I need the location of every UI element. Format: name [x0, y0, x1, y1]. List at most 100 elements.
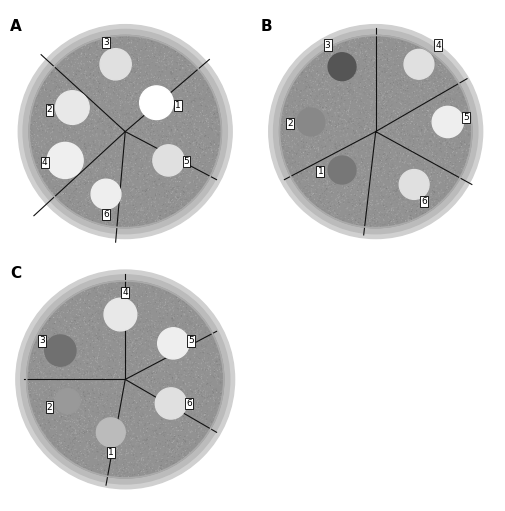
Point	[148, 144, 157, 152]
Point	[427, 54, 435, 62]
Point	[180, 368, 188, 376]
Point	[354, 195, 362, 203]
Point	[118, 359, 126, 367]
Point	[435, 119, 443, 127]
Point	[164, 127, 172, 135]
Point	[194, 363, 202, 371]
Point	[148, 361, 156, 369]
Point	[116, 324, 124, 332]
Point	[424, 195, 432, 203]
Point	[327, 51, 335, 59]
Point	[103, 393, 111, 401]
Point	[83, 193, 91, 201]
Point	[293, 148, 301, 156]
Point	[309, 162, 317, 171]
Point	[345, 161, 353, 170]
Point	[340, 80, 348, 88]
Point	[115, 341, 123, 349]
Point	[399, 91, 408, 99]
Point	[119, 36, 127, 44]
Point	[314, 144, 322, 152]
Point	[160, 193, 168, 201]
Point	[368, 134, 376, 143]
Point	[81, 162, 89, 170]
Point	[82, 443, 90, 451]
Point	[360, 216, 368, 224]
Point	[138, 327, 146, 335]
Point	[322, 158, 330, 166]
Point	[64, 102, 72, 110]
Point	[87, 82, 95, 90]
Point	[65, 445, 73, 453]
Point	[147, 404, 155, 412]
Point	[131, 345, 139, 353]
Point	[118, 467, 126, 475]
Point	[434, 74, 442, 82]
Point	[175, 130, 183, 138]
Point	[355, 199, 363, 207]
Point	[159, 367, 167, 376]
Point	[360, 152, 368, 160]
Point	[143, 435, 151, 444]
Point	[357, 71, 365, 79]
Point	[136, 135, 144, 143]
Point	[371, 58, 379, 66]
Point	[160, 450, 168, 458]
Point	[179, 188, 187, 196]
Point	[356, 195, 364, 203]
Point	[26, 382, 34, 390]
Point	[175, 354, 183, 362]
Point	[105, 457, 113, 466]
Point	[135, 120, 143, 128]
Point	[421, 103, 429, 111]
Point	[82, 164, 90, 172]
Point	[63, 153, 71, 161]
Point	[90, 61, 98, 69]
Point	[195, 113, 204, 121]
Point	[159, 179, 167, 188]
Point	[423, 166, 431, 174]
Point	[430, 69, 438, 78]
Point	[386, 190, 394, 198]
Point	[413, 91, 421, 99]
Point	[100, 105, 108, 113]
Point	[58, 342, 66, 351]
Point	[70, 450, 78, 458]
Point	[102, 423, 110, 431]
Point	[65, 350, 73, 358]
Point	[377, 121, 385, 129]
Point	[154, 410, 162, 418]
Point	[118, 80, 126, 88]
Point	[151, 356, 159, 364]
Point	[124, 187, 132, 195]
Point	[160, 379, 168, 387]
Point	[391, 220, 399, 228]
Point	[158, 109, 166, 118]
Point	[74, 335, 82, 343]
Point	[92, 172, 100, 180]
Point	[73, 459, 81, 468]
Point	[180, 115, 188, 124]
Point	[425, 147, 433, 155]
Point	[168, 423, 176, 431]
Point	[125, 405, 133, 413]
Point	[330, 105, 338, 113]
Point	[389, 54, 397, 62]
Point	[156, 440, 164, 448]
Point	[43, 116, 52, 124]
Point	[150, 138, 159, 147]
Point	[182, 327, 190, 335]
Point	[442, 180, 450, 188]
Point	[113, 84, 121, 92]
Point	[338, 110, 346, 119]
Point	[337, 191, 345, 199]
Point	[179, 80, 187, 88]
Point	[379, 98, 387, 106]
Point	[109, 415, 117, 423]
Point	[360, 113, 368, 121]
Point	[409, 207, 417, 216]
Point	[215, 359, 223, 367]
Point	[386, 55, 394, 63]
Point	[96, 286, 105, 294]
Point	[154, 375, 162, 383]
